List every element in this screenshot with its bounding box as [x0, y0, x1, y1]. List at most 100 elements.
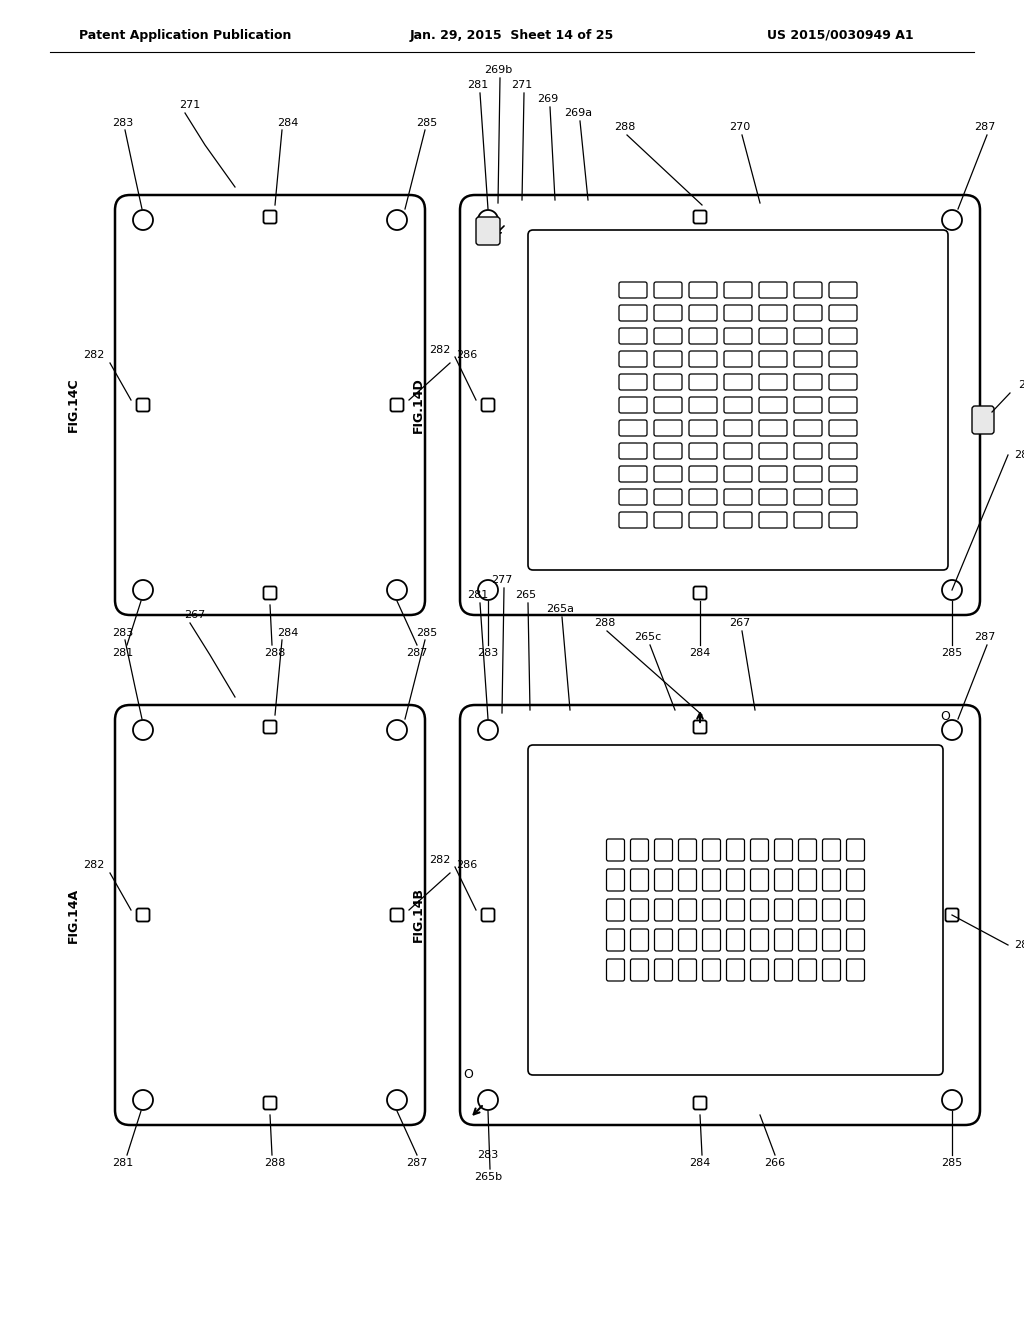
Circle shape — [133, 579, 153, 601]
FancyBboxPatch shape — [390, 399, 403, 412]
FancyBboxPatch shape — [829, 444, 857, 459]
FancyBboxPatch shape — [724, 351, 752, 367]
FancyBboxPatch shape — [460, 195, 980, 615]
FancyBboxPatch shape — [689, 488, 717, 506]
FancyBboxPatch shape — [702, 929, 721, 950]
FancyBboxPatch shape — [726, 840, 744, 861]
FancyBboxPatch shape — [847, 929, 864, 950]
FancyBboxPatch shape — [606, 929, 625, 950]
FancyBboxPatch shape — [724, 397, 752, 413]
FancyBboxPatch shape — [829, 488, 857, 506]
Text: 285: 285 — [417, 628, 437, 638]
FancyBboxPatch shape — [263, 1097, 276, 1110]
FancyBboxPatch shape — [702, 899, 721, 921]
FancyBboxPatch shape — [693, 586, 707, 599]
FancyBboxPatch shape — [759, 397, 787, 413]
FancyBboxPatch shape — [822, 899, 841, 921]
FancyBboxPatch shape — [693, 210, 707, 223]
FancyBboxPatch shape — [481, 399, 495, 412]
Text: FIG.14D: FIG.14D — [412, 378, 425, 433]
FancyBboxPatch shape — [794, 351, 822, 367]
Circle shape — [133, 719, 153, 741]
FancyBboxPatch shape — [618, 466, 647, 482]
Text: 288: 288 — [264, 648, 286, 657]
FancyBboxPatch shape — [759, 466, 787, 482]
Circle shape — [387, 579, 407, 601]
FancyBboxPatch shape — [689, 305, 717, 321]
FancyBboxPatch shape — [726, 929, 744, 950]
FancyBboxPatch shape — [528, 230, 948, 570]
FancyBboxPatch shape — [689, 466, 717, 482]
FancyBboxPatch shape — [799, 899, 816, 921]
Text: 281: 281 — [113, 648, 133, 657]
FancyBboxPatch shape — [631, 840, 648, 861]
FancyBboxPatch shape — [654, 488, 682, 506]
FancyBboxPatch shape — [618, 327, 647, 345]
FancyBboxPatch shape — [724, 420, 752, 436]
FancyBboxPatch shape — [774, 929, 793, 950]
FancyBboxPatch shape — [847, 869, 864, 891]
FancyBboxPatch shape — [702, 960, 721, 981]
Text: 265b: 265b — [474, 1172, 502, 1181]
Text: Jan. 29, 2015  Sheet 14 of 25: Jan. 29, 2015 Sheet 14 of 25 — [410, 29, 614, 41]
FancyBboxPatch shape — [759, 327, 787, 345]
FancyBboxPatch shape — [759, 444, 787, 459]
FancyBboxPatch shape — [751, 899, 768, 921]
FancyBboxPatch shape — [115, 705, 425, 1125]
FancyBboxPatch shape — [606, 840, 625, 861]
FancyBboxPatch shape — [945, 908, 958, 921]
FancyBboxPatch shape — [774, 869, 793, 891]
Circle shape — [478, 579, 498, 601]
Text: 270: 270 — [729, 121, 751, 132]
Circle shape — [133, 210, 153, 230]
FancyBboxPatch shape — [654, 444, 682, 459]
FancyBboxPatch shape — [774, 960, 793, 981]
FancyBboxPatch shape — [689, 374, 717, 389]
FancyBboxPatch shape — [829, 305, 857, 321]
Text: 287: 287 — [407, 648, 428, 657]
FancyBboxPatch shape — [631, 869, 648, 891]
Text: FIG.14B: FIG.14B — [412, 887, 425, 942]
Circle shape — [387, 719, 407, 741]
Circle shape — [942, 1090, 962, 1110]
Text: 269c: 269c — [1018, 380, 1024, 389]
FancyBboxPatch shape — [724, 488, 752, 506]
FancyBboxPatch shape — [829, 351, 857, 367]
FancyBboxPatch shape — [654, 327, 682, 345]
FancyBboxPatch shape — [829, 327, 857, 345]
FancyBboxPatch shape — [829, 420, 857, 436]
Text: O: O — [463, 1068, 473, 1081]
Text: 267: 267 — [184, 610, 206, 620]
FancyBboxPatch shape — [618, 351, 647, 367]
FancyBboxPatch shape — [654, 420, 682, 436]
FancyBboxPatch shape — [724, 512, 752, 528]
Text: F: F — [483, 224, 488, 235]
FancyBboxPatch shape — [724, 305, 752, 321]
Text: 265a: 265a — [546, 605, 574, 614]
FancyBboxPatch shape — [724, 444, 752, 459]
Circle shape — [387, 1090, 407, 1110]
Text: FIG.14A: FIG.14A — [67, 887, 80, 942]
FancyBboxPatch shape — [654, 282, 682, 298]
FancyBboxPatch shape — [631, 929, 648, 950]
FancyBboxPatch shape — [759, 374, 787, 389]
FancyBboxPatch shape — [618, 374, 647, 389]
Text: 288: 288 — [264, 1158, 286, 1168]
FancyBboxPatch shape — [794, 397, 822, 413]
FancyBboxPatch shape — [794, 420, 822, 436]
FancyBboxPatch shape — [829, 466, 857, 482]
Text: 283: 283 — [477, 1150, 499, 1160]
FancyBboxPatch shape — [724, 374, 752, 389]
FancyBboxPatch shape — [654, 960, 673, 981]
Circle shape — [942, 579, 962, 601]
FancyBboxPatch shape — [679, 960, 696, 981]
FancyBboxPatch shape — [794, 466, 822, 482]
FancyBboxPatch shape — [847, 840, 864, 861]
Text: 282: 282 — [84, 350, 105, 360]
FancyBboxPatch shape — [689, 420, 717, 436]
Text: 269b: 269b — [484, 65, 512, 75]
Text: 285: 285 — [941, 1158, 963, 1168]
FancyBboxPatch shape — [679, 929, 696, 950]
FancyBboxPatch shape — [799, 869, 816, 891]
Text: 281: 281 — [467, 81, 488, 90]
